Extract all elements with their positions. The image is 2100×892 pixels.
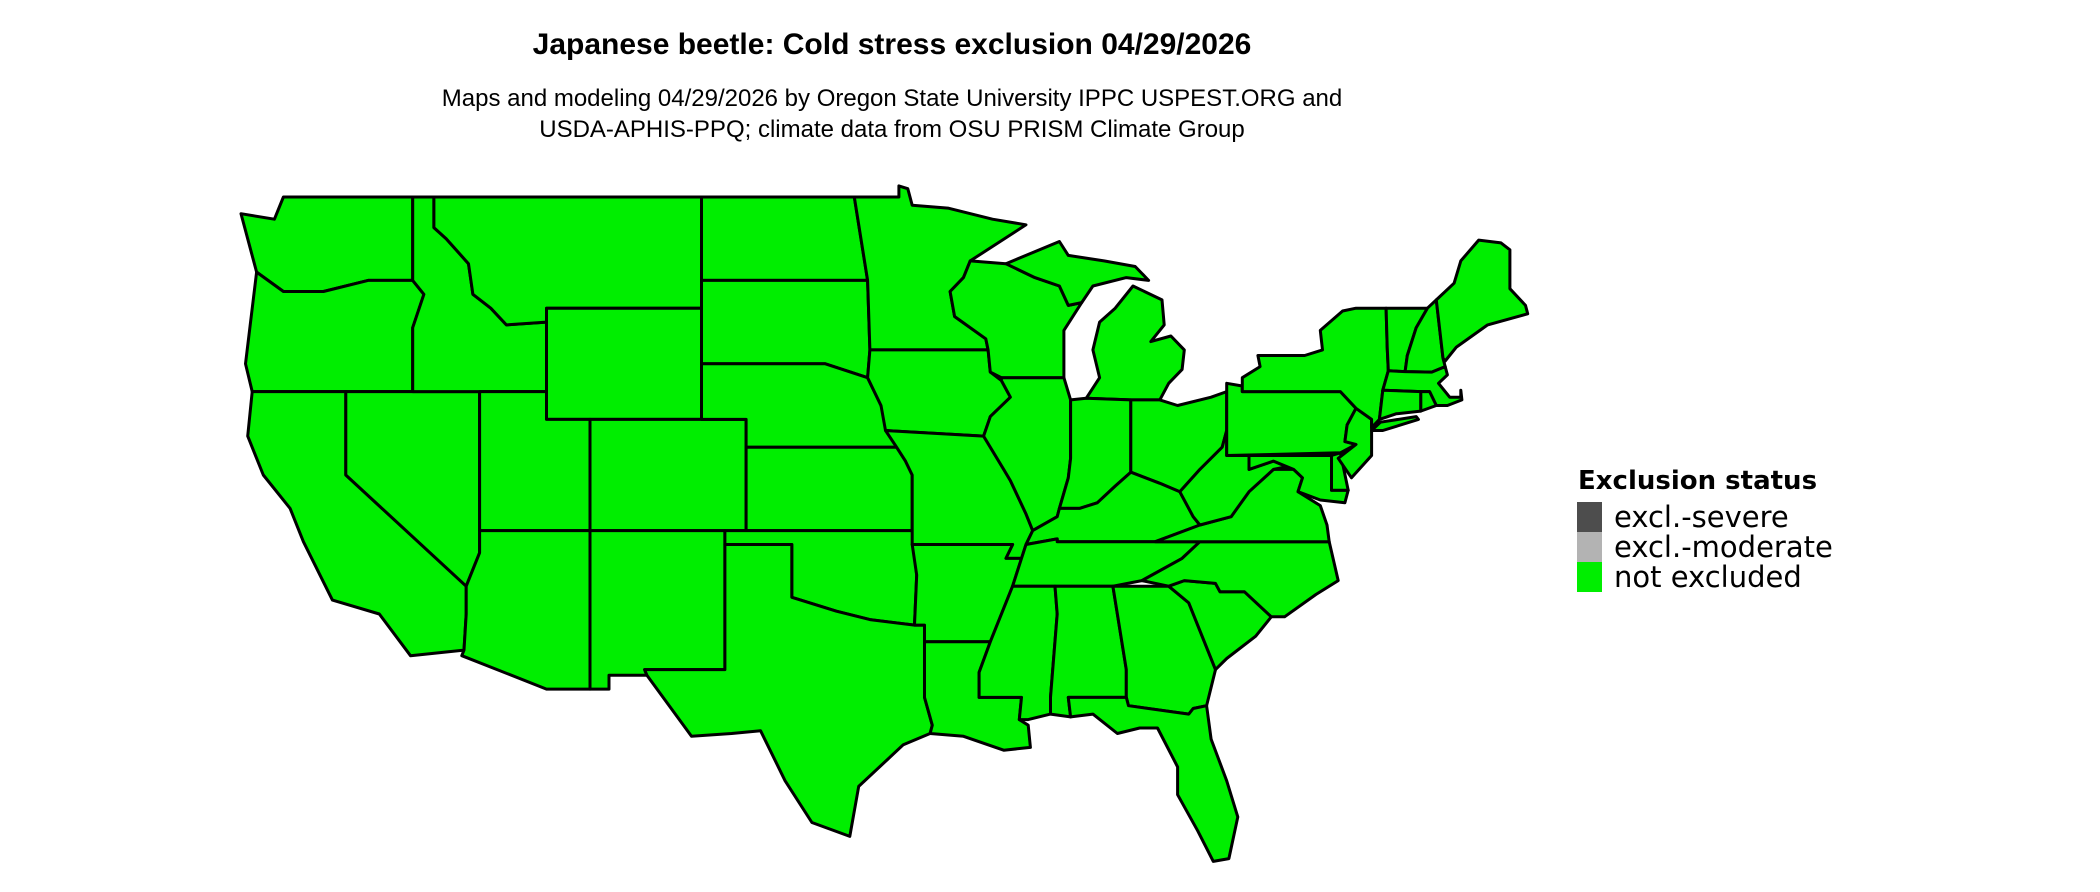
- state-or: [244, 270, 426, 394]
- legend-item-severe: excl.-severe: [1577, 502, 1833, 532]
- state-tx: [643, 543, 934, 838]
- legend: Exclusion status excl.-severe excl.-mode…: [1577, 466, 1833, 592]
- legend-label-severe: excl.-severe: [1614, 500, 1789, 534]
- legend-swatch-moderate: [1577, 532, 1602, 562]
- legend-title: Exclusion status: [1578, 466, 1818, 496]
- map-subtitle-line-2: USDA-APHIS-PPQ; climate data from OSU PR…: [539, 116, 1245, 143]
- state-wy: [545, 306, 703, 421]
- state-wi: [948, 259, 1084, 380]
- state-fl: [1066, 695, 1240, 863]
- legend-item-not-excluded: not excluded: [1577, 562, 1833, 592]
- state-ct: [1377, 388, 1423, 421]
- legend-item-moderate: excl.-moderate: [1577, 532, 1833, 562]
- state-az: [460, 529, 592, 691]
- legend-swatch-severe: [1577, 502, 1602, 532]
- legend-label-not-excluded: not excluded: [1614, 560, 1802, 594]
- map-subtitle-line-1: Maps and modeling 04/29/2026 by Oregon S…: [441, 85, 1343, 112]
- legend-label-moderate: excl.-moderate: [1614, 530, 1833, 564]
- state-mi-u: [1004, 240, 1151, 307]
- state-wa: [239, 195, 415, 293]
- legend-swatch-not-excluded: [1577, 562, 1602, 592]
- state-co: [588, 417, 748, 533]
- state-nm: [588, 529, 727, 691]
- state-ms: [977, 584, 1059, 722]
- state-nd: [700, 195, 870, 282]
- state-ny-li: [1370, 415, 1420, 432]
- map-title: Japanese beetle: Cold stress exclusion 0…: [532, 28, 1252, 61]
- state-ks: [744, 445, 914, 533]
- state-me: [1434, 238, 1530, 363]
- state-pa: [1225, 381, 1358, 457]
- state-mi-l: [1084, 284, 1186, 402]
